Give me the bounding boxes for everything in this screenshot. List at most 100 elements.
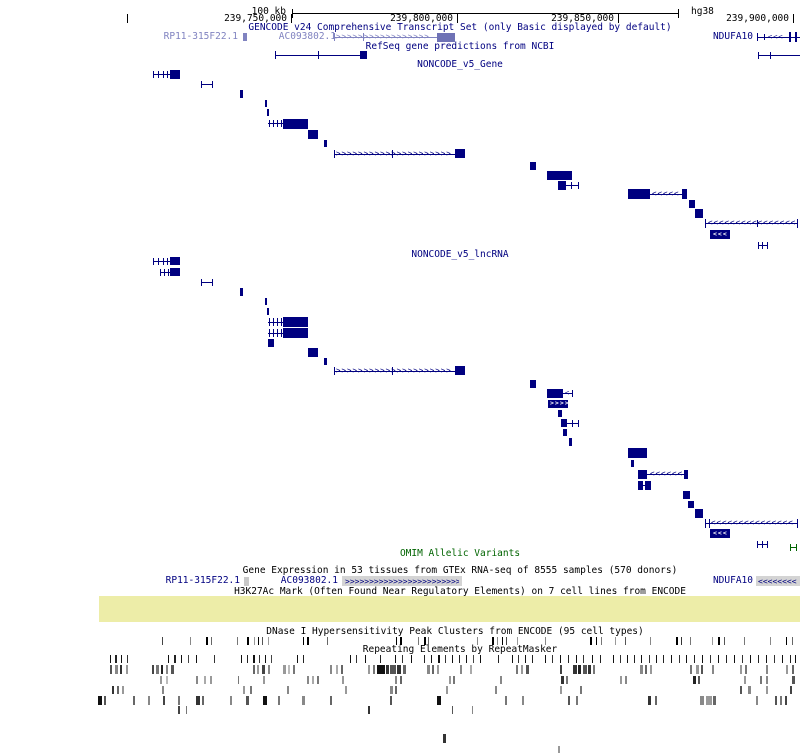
repeat-feature[interactable] (204, 676, 206, 684)
repeat-feature[interactable] (760, 676, 762, 684)
repeat-feature[interactable] (438, 655, 440, 663)
dnase-feature[interactable] (477, 637, 478, 645)
repeat-feature[interactable] (690, 665, 692, 674)
repeat-feature[interactable] (196, 655, 197, 663)
noncode-gene-feature[interactable] (268, 123, 283, 124)
gtex-box[interactable] (244, 577, 249, 586)
repeat-feature[interactable] (560, 655, 561, 663)
gene-exon[interactable] (789, 32, 791, 42)
repeat-feature[interactable] (627, 655, 628, 663)
noncode-gene-feature[interactable] (797, 219, 798, 228)
intron-arrows[interactable]: <<<<< (652, 190, 680, 198)
repeat-feature[interactable] (115, 655, 117, 663)
gene-tick[interactable] (764, 34, 765, 40)
repeat-feature[interactable] (104, 696, 106, 705)
exon-arrows[interactable]: <<< (713, 529, 728, 537)
gene-label-ndufa10[interactable]: NDUFA10 (712, 31, 753, 42)
repeat-feature[interactable] (758, 655, 759, 663)
noncode-lncrna-feature[interactable] (638, 470, 647, 479)
repeat-feature[interactable] (698, 676, 700, 684)
repeat-feature[interactable] (115, 665, 118, 674)
gtex-label-ndufa10[interactable]: NDUFA10 (712, 575, 753, 586)
repeat-feature[interactable] (156, 665, 159, 674)
dnase-feature[interactable] (718, 637, 720, 645)
repeat-feature[interactable] (133, 696, 135, 705)
dnase-feature[interactable] (206, 637, 208, 645)
repeat-feature[interactable] (566, 676, 568, 684)
repeat-feature[interactable] (178, 696, 180, 705)
repeat-feature[interactable] (161, 665, 163, 674)
repeat-feature[interactable] (186, 706, 187, 714)
repeat-feature[interactable] (459, 655, 460, 663)
noncode-lncrna-feature[interactable] (569, 438, 572, 446)
repeat-feature[interactable] (122, 686, 124, 694)
repeat-feature[interactable] (297, 655, 298, 663)
repeat-feature[interactable] (437, 696, 441, 705)
repeat-feature[interactable] (293, 665, 295, 674)
repeat-feature[interactable] (795, 655, 796, 663)
noncode-gene-feature[interactable] (566, 185, 578, 186)
repeat-feature[interactable] (498, 655, 499, 663)
repeat-feature[interactable] (656, 655, 657, 663)
repeat-feature[interactable] (127, 655, 128, 663)
repeat-feature[interactable] (701, 665, 703, 674)
noncode-lncrna-feature[interactable] (268, 339, 274, 347)
noncode-lncrna-feature[interactable] (170, 257, 180, 265)
repeat-feature[interactable] (568, 655, 569, 663)
repeat-feature[interactable] (196, 696, 200, 705)
noncode-gene-feature[interactable] (578, 182, 579, 189)
gene-label-ac093802[interactable]: AC093802.1 (278, 31, 336, 42)
noncode-lncrna-feature[interactable] (710, 529, 730, 538)
repeat-feature[interactable] (734, 655, 735, 663)
repeat-feature[interactable] (694, 655, 695, 663)
repeat-feature[interactable] (168, 655, 169, 663)
repeat-feature[interactable] (576, 655, 577, 663)
noncode-lncrna-feature[interactable] (638, 485, 651, 486)
repeat-feature[interactable] (792, 676, 795, 684)
repeat-feature[interactable] (573, 665, 577, 674)
repeat-feature[interactable] (377, 665, 385, 674)
intron-arrows[interactable]: >>>>>>>>>>>>>>>>>>>>> (336, 150, 452, 158)
repeat-feature[interactable] (403, 665, 406, 674)
dnase-feature[interactable] (307, 637, 309, 645)
repeat-feature[interactable] (188, 655, 189, 663)
intron-arrows[interactable]: <<<<<< (650, 470, 684, 478)
noncode-gene-feature[interactable] (628, 189, 650, 199)
repeat-feature[interactable] (744, 676, 746, 684)
repeat-feature[interactable] (521, 665, 523, 674)
noncode-lncrna-feature[interactable] (268, 322, 283, 323)
noncode-lncrna-feature[interactable] (392, 367, 393, 375)
repeat-feature[interactable] (560, 686, 562, 694)
repeat-feature[interactable] (303, 655, 304, 663)
intron-arrows[interactable]: <<<<<<<<<<<<<<<< (708, 219, 796, 227)
repeat-feature[interactable] (516, 665, 518, 674)
repeat-feature[interactable] (402, 655, 403, 663)
repeat-feature[interactable] (580, 686, 582, 694)
repeat-feature[interactable] (243, 686, 245, 694)
repeat-feature[interactable] (390, 696, 392, 705)
repeat-feature[interactable] (263, 676, 265, 684)
repeat-feature[interactable] (613, 655, 614, 663)
dnase-feature[interactable] (690, 637, 691, 645)
repeat-feature[interactable] (560, 665, 562, 674)
noncode-gene-feature[interactable] (547, 171, 572, 180)
dnase-feature[interactable] (327, 637, 328, 645)
repeat-feature[interactable] (561, 676, 564, 684)
noncode-gene-feature[interactable] (267, 109, 269, 116)
repeat-feature[interactable] (620, 655, 621, 663)
noncode-gene-feature[interactable] (682, 189, 687, 199)
repeat-feature[interactable] (466, 655, 467, 663)
repeat-feature[interactable] (446, 686, 448, 694)
dnase-feature[interactable] (590, 637, 592, 645)
noncode-lncrna-feature[interactable] (455, 366, 465, 375)
repeat-feature[interactable] (775, 696, 777, 705)
repeat-feature[interactable] (592, 655, 593, 663)
repeat-feature[interactable] (268, 665, 270, 674)
dnase-feature[interactable] (254, 637, 255, 645)
repeat-feature[interactable] (645, 665, 647, 674)
noncode-lncrna-feature[interactable] (283, 328, 308, 338)
repeat-feature[interactable] (568, 696, 570, 705)
repeat-feature[interactable] (431, 655, 432, 663)
repeat-feature[interactable] (365, 655, 366, 663)
repeat-feature[interactable] (702, 655, 703, 663)
